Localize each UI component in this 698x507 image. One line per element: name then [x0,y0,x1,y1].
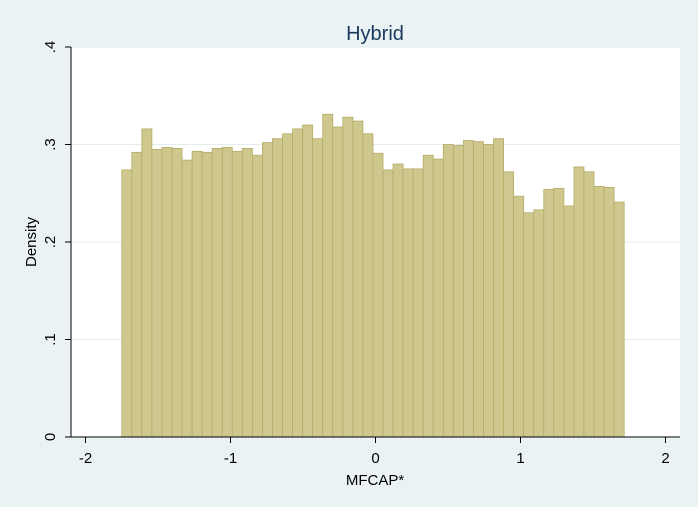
histogram-bar [292,128,304,438]
histogram-bar [241,147,253,438]
histogram-bar [181,159,193,438]
y-tick-label: .3 [42,138,59,151]
histogram-bar [131,151,143,438]
y-tick-label: .1 [42,333,59,346]
histogram-bar [272,138,283,438]
histogram-bar [312,138,324,438]
histogram-bar [493,138,504,438]
axes: -2 -1 0 1 2 0 .1 .2 .3 .4 [42,41,680,467]
histogram-bar [382,169,394,438]
histogram-bar [543,188,555,438]
histogram-bar [161,147,173,438]
histogram-bar [483,144,494,438]
histogram-bar [412,168,424,438]
histogram-bar [553,187,565,438]
histogram-bar [251,154,263,438]
histogram-bar [473,141,484,438]
histogram-bar [352,120,364,438]
y-axis-label: Density [23,216,40,267]
histogram-bar [201,151,213,438]
histogram-bar [211,147,223,438]
histogram-bar [593,186,605,438]
histogram-bar [121,169,133,438]
histogram-bar [513,195,525,438]
x-tick-label: -1 [224,450,237,467]
histogram-bar [191,150,203,438]
y-tick-label: 0 [42,433,59,441]
histogram-bar [573,166,585,438]
histogram-bar [432,158,444,438]
bars [121,113,625,438]
histogram-bar [402,168,414,438]
y-tick-label: .2 [42,236,59,249]
x-tick-label: 2 [661,450,669,467]
histogram-bar [322,113,334,438]
chart-title: Hybrid [346,23,404,45]
histogram-bar [332,126,344,438]
histogram-bar [563,205,575,438]
histogram-bar [342,116,354,438]
histogram-bar [282,133,293,438]
histogram-bar [262,142,273,438]
histogram-bar [221,147,233,438]
histogram-bar [533,209,545,438]
histogram-bar [141,128,153,438]
histogram-bar [372,152,384,438]
histogram-bar [442,144,454,438]
histogram-bar [392,163,404,438]
x-axis-label: MFCAP* [346,472,405,489]
histogram-bar [151,148,163,438]
histogram-bar [422,154,434,438]
histogram-bar [613,201,625,438]
y-tick-label: .4 [42,41,59,54]
x-tick-label: 1 [516,450,524,467]
histogram-bar [523,212,535,438]
histogram-bar [231,150,243,438]
x-tick-label: -2 [79,450,92,467]
histogram-bar [171,147,183,438]
histogram-bar [302,124,314,438]
histogram-bar [583,171,595,438]
x-tick-label: 0 [371,450,379,467]
histogram-bar [452,145,464,438]
histogram-bar [603,186,615,438]
histogram-bar [503,171,515,438]
histogram-bar [362,133,374,438]
histogram-bar [462,140,474,438]
